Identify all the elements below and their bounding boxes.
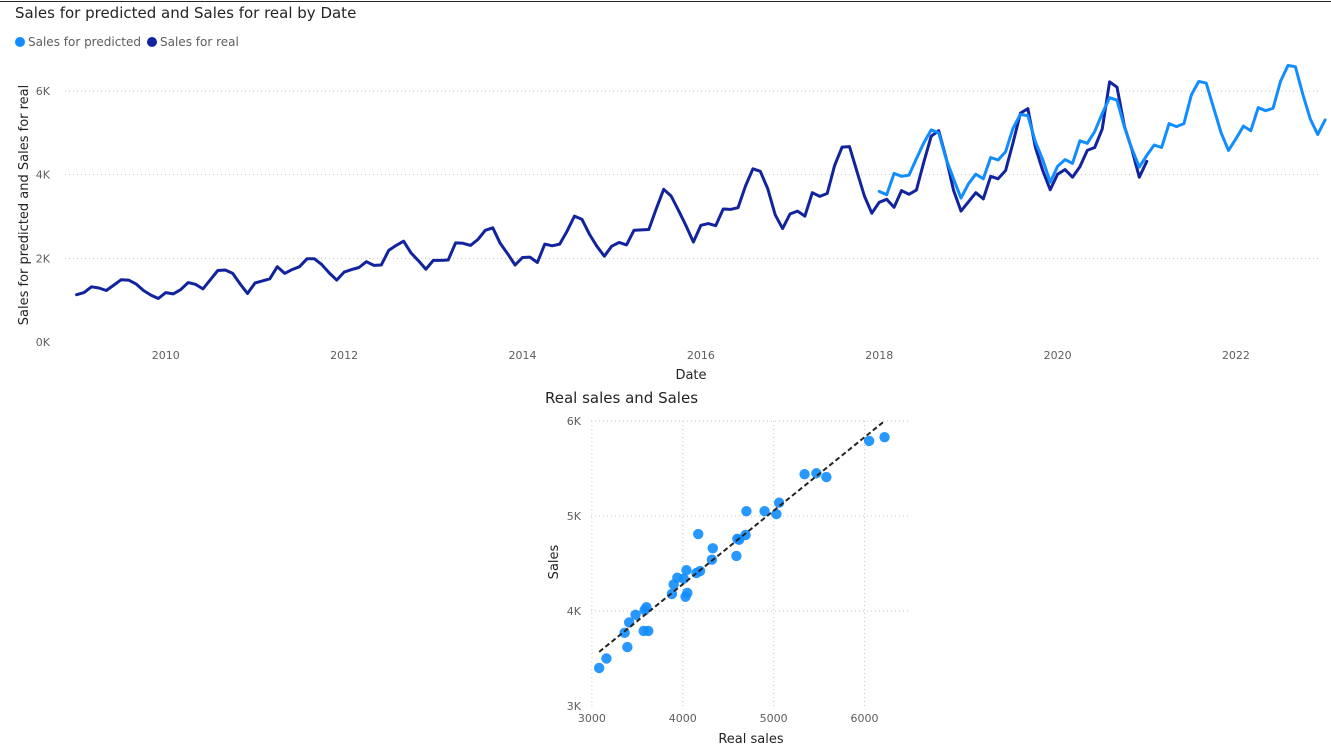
scatter-x-tick-label: 5000 <box>760 712 788 725</box>
scatter-point[interactable] <box>630 609 641 620</box>
scatter-point[interactable] <box>879 431 890 443</box>
scatter-y-axis-title: Sales <box>547 544 562 579</box>
line-x-tick-label: 2016 <box>687 349 715 362</box>
line-chart-title: Sales for predicted and Sales for real b… <box>15 4 357 22</box>
scatter-y-tick-label: 3K <box>567 700 582 713</box>
line-x-tick-label: 2020 <box>1044 349 1072 362</box>
line-x-axis-title: Date <box>675 368 706 383</box>
scatter-point[interactable] <box>641 602 652 613</box>
scatter-point[interactable] <box>681 564 692 576</box>
legend-item-predicted[interactable]: Sales for predicted <box>15 35 141 49</box>
scatter-chart-title: Real sales and Sales <box>545 389 699 407</box>
series-line-predicted[interactable] <box>877 64 1327 200</box>
scatter-point[interactable] <box>682 587 693 599</box>
line-x-tick-label: 2018 <box>865 349 893 362</box>
legend-label-predicted: Sales for predicted <box>28 35 141 49</box>
top-border <box>0 1 1331 2</box>
scatter-x-axis-title: Real sales <box>718 732 784 747</box>
scatter-point[interactable] <box>693 528 704 540</box>
scatter-point[interactable] <box>759 506 770 517</box>
line-chart[interactable]: 0K 2K 4K 6K 2010 2012 2014 2016 2018 2020 2022 Date… <box>0 0 1331 385</box>
scatter-point[interactable] <box>863 435 875 447</box>
series-line-real[interactable] <box>75 80 1149 300</box>
legend-item-real[interactable]: Sales for real <box>147 35 239 49</box>
scatter-point[interactable] <box>771 508 782 520</box>
line-y-tick-label: 4K <box>36 169 51 182</box>
line-y-axis-title: Sales for predicted and Sales for real <box>17 85 32 326</box>
line-y-tick-label: 2K <box>36 252 51 265</box>
scatter-point[interactable] <box>601 653 612 664</box>
scatter-x-tick-label: 4000 <box>669 712 697 725</box>
line-x-tick-label: 2014 <box>509 349 537 362</box>
scatter-x-tick-label: 3000 <box>578 712 606 725</box>
scatter-point[interactable] <box>643 625 654 637</box>
line-x-tick-label: 2010 <box>152 349 180 362</box>
scatter-y-tick-label: 6K <box>567 415 582 428</box>
scatter-point[interactable] <box>707 543 718 554</box>
line-y-tick-label: 6K <box>36 85 51 98</box>
scatter-point[interactable] <box>741 506 752 517</box>
scatter-point[interactable] <box>731 550 742 562</box>
scatter-y-tick-label: 4K <box>567 605 582 618</box>
line-chart-legend: Sales for predicted Sales for real <box>15 35 245 49</box>
scatter-point[interactable] <box>811 468 822 479</box>
legend-marker-predicted <box>15 37 25 47</box>
scatter-point[interactable] <box>821 471 832 483</box>
line-x-tick-label: 2012 <box>330 349 358 362</box>
scatter-y-tick-label: 5K <box>567 510 582 523</box>
scatter-point[interactable] <box>622 641 633 653</box>
line-x-tick-label: 2022 <box>1222 349 1250 362</box>
scatter-point[interactable] <box>799 469 810 480</box>
line-y-tick-label: 0K <box>36 336 51 349</box>
scatter-point[interactable] <box>740 529 751 541</box>
trend-line <box>598 420 886 653</box>
legend-label-real: Sales for real <box>160 35 239 49</box>
scatter-point[interactable] <box>593 662 605 674</box>
scatter-x-tick-label: 6000 <box>851 712 879 725</box>
legend-marker-real <box>147 37 157 47</box>
